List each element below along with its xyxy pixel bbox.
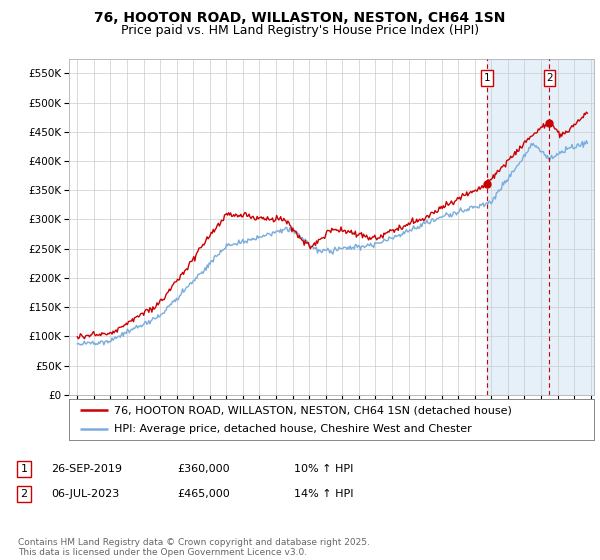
Text: HPI: Average price, detached house, Cheshire West and Chester: HPI: Average price, detached house, Ches…	[113, 424, 472, 433]
Text: 2: 2	[20, 489, 28, 499]
Bar	[487, 59, 594, 395]
Text: £360,000: £360,000	[177, 464, 230, 474]
Text: 76, HOOTON ROAD, WILLASTON, NESTON, CH64 1SN: 76, HOOTON ROAD, WILLASTON, NESTON, CH64…	[94, 11, 506, 25]
Text: 1: 1	[20, 464, 28, 474]
Text: 26-SEP-2019: 26-SEP-2019	[51, 464, 122, 474]
Text: 1: 1	[484, 73, 490, 83]
Text: 76, HOOTON ROAD, WILLASTON, NESTON, CH64 1SN (detached house): 76, HOOTON ROAD, WILLASTON, NESTON, CH64…	[113, 405, 511, 415]
Text: 06-JUL-2023: 06-JUL-2023	[51, 489, 119, 499]
Text: 14% ↑ HPI: 14% ↑ HPI	[294, 489, 353, 499]
Text: Contains HM Land Registry data © Crown copyright and database right 2025.
This d: Contains HM Land Registry data © Crown c…	[18, 538, 370, 557]
Text: 2: 2	[546, 73, 553, 83]
Text: 10% ↑ HPI: 10% ↑ HPI	[294, 464, 353, 474]
Text: Price paid vs. HM Land Registry's House Price Index (HPI): Price paid vs. HM Land Registry's House …	[121, 24, 479, 36]
Text: £465,000: £465,000	[177, 489, 230, 499]
